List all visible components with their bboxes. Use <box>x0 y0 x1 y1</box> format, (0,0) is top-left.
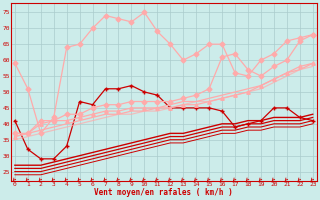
X-axis label: Vent moyen/en rafales ( km/h ): Vent moyen/en rafales ( km/h ) <box>94 188 233 197</box>
